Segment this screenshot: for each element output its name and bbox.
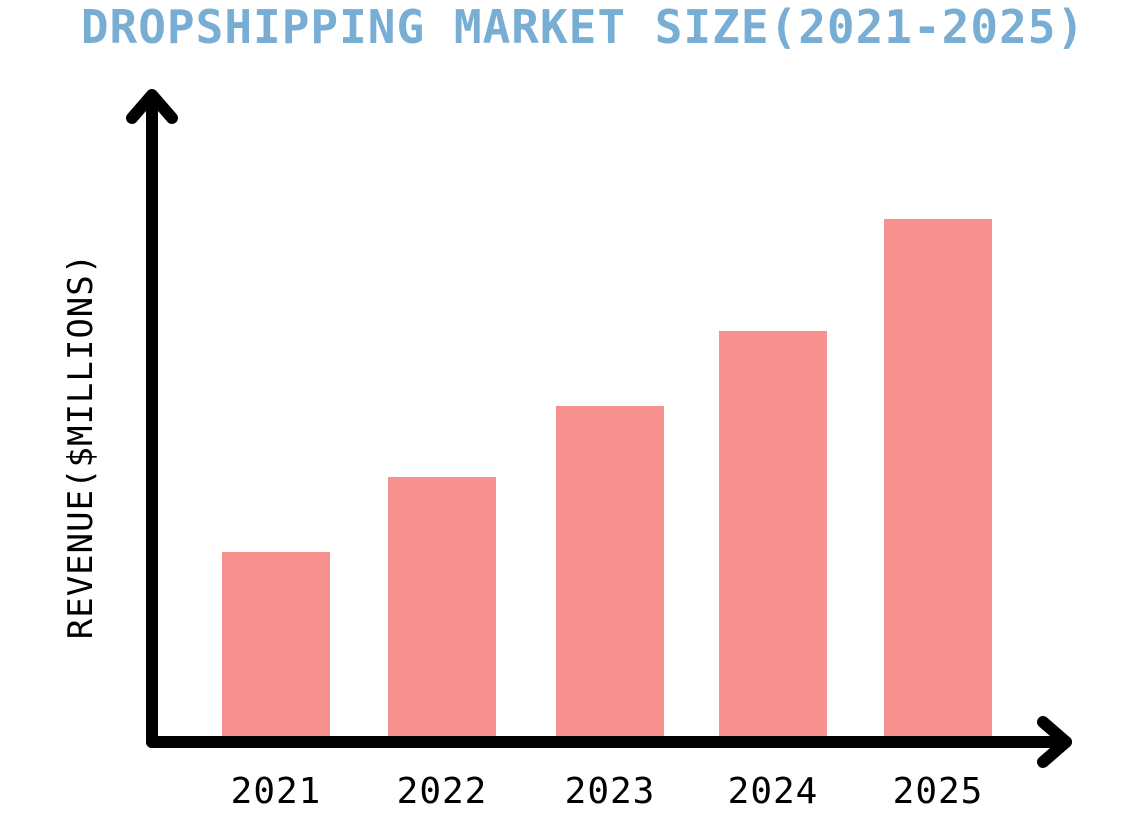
x-tick-label-2022: 2022 [397,771,488,812]
bar-2022 [388,477,496,738]
x-tick-label-2024: 2024 [728,771,819,812]
bar-2023 [556,406,664,738]
y-axis-label: REVENUE($MILLIONS) [61,253,101,639]
bars-layer [222,219,992,738]
bar-2021 [222,552,330,738]
bar-2024 [719,331,827,738]
x-tick-label-2025: 2025 [893,771,984,812]
chart-title: DROPSHIPPING MARKET SIZE(2021-2025) [81,0,1085,54]
x-tick-labels: 2021 2022 2023 2024 2025 [231,771,984,812]
x-axis-arrowhead [1037,716,1072,768]
x-tick-label-2021: 2021 [231,771,322,812]
bar-2025 [884,219,992,738]
x-tick-label-2023: 2023 [565,771,656,812]
y-axis-arrowhead [126,89,178,124]
